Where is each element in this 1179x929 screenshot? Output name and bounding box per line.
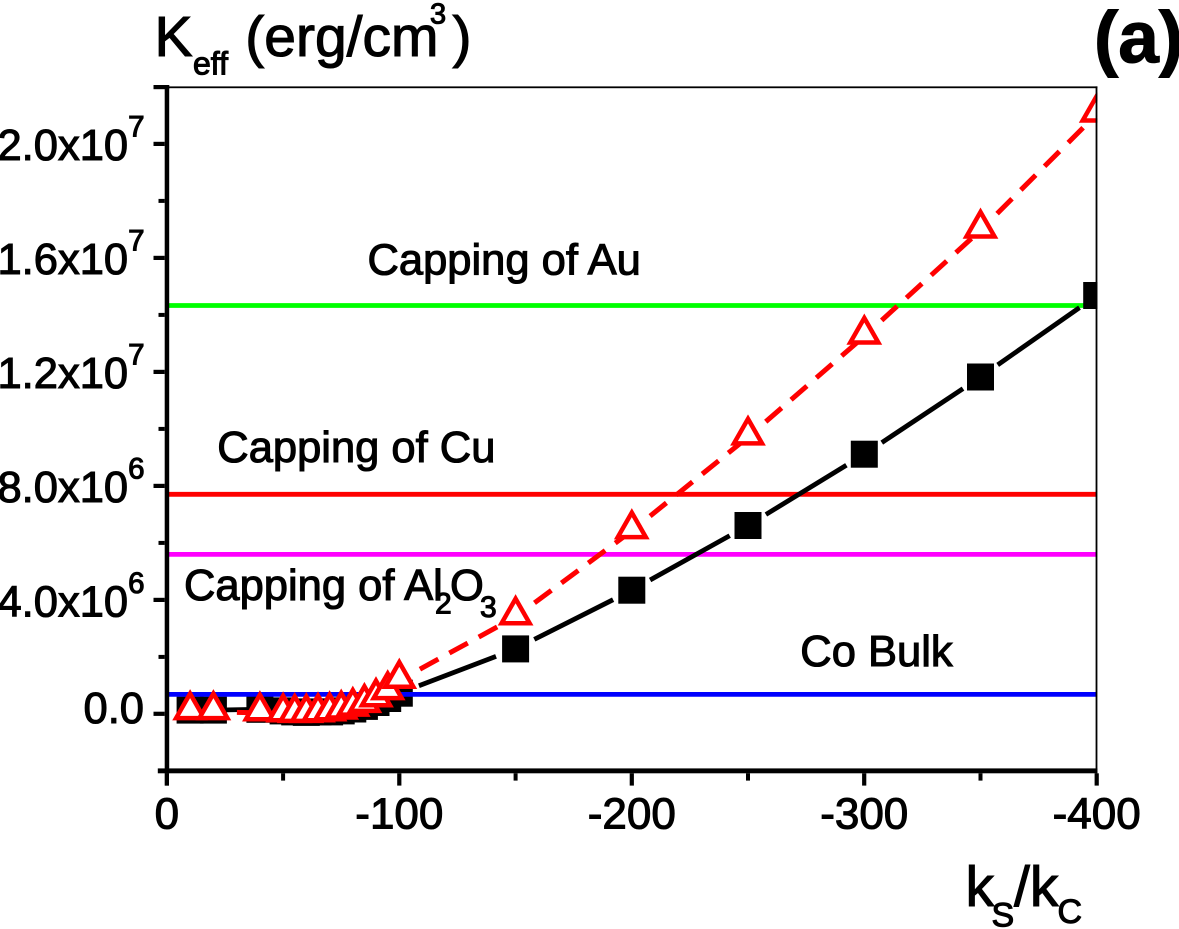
svg-text:eff: eff: [193, 46, 228, 82]
svg-text:-100: -100: [355, 790, 443, 839]
svg-text:3: 3: [480, 591, 497, 624]
svg-text:0: 0: [155, 790, 179, 839]
svg-text:3: 3: [430, 0, 446, 31]
svg-text:Capping of Al: Capping of Al: [184, 562, 443, 610]
svg-text:): ): [453, 5, 472, 69]
svg-text:-200: -200: [588, 790, 676, 839]
svg-text:/k: /k: [1014, 855, 1059, 919]
svg-text:(a): (a): [1094, 0, 1179, 79]
svg-text:Capping of Au: Capping of Au: [368, 237, 641, 285]
svg-text:C: C: [1058, 893, 1083, 929]
svg-text:(erg/cm: (erg/cm: [245, 5, 438, 69]
svg-text:0.0: 0.0: [84, 685, 144, 733]
svg-text:k: k: [966, 855, 995, 919]
svg-text:O: O: [450, 562, 484, 610]
svg-text:S: S: [992, 897, 1015, 929]
svg-text:-300: -300: [820, 790, 908, 839]
svg-text:K: K: [155, 5, 193, 69]
svg-text:-400: -400: [1053, 790, 1141, 839]
svg-text:2: 2: [435, 588, 452, 621]
svg-text:Capping of Cu: Capping of Cu: [217, 424, 495, 472]
svg-text:Co Bulk: Co Bulk: [800, 628, 953, 676]
